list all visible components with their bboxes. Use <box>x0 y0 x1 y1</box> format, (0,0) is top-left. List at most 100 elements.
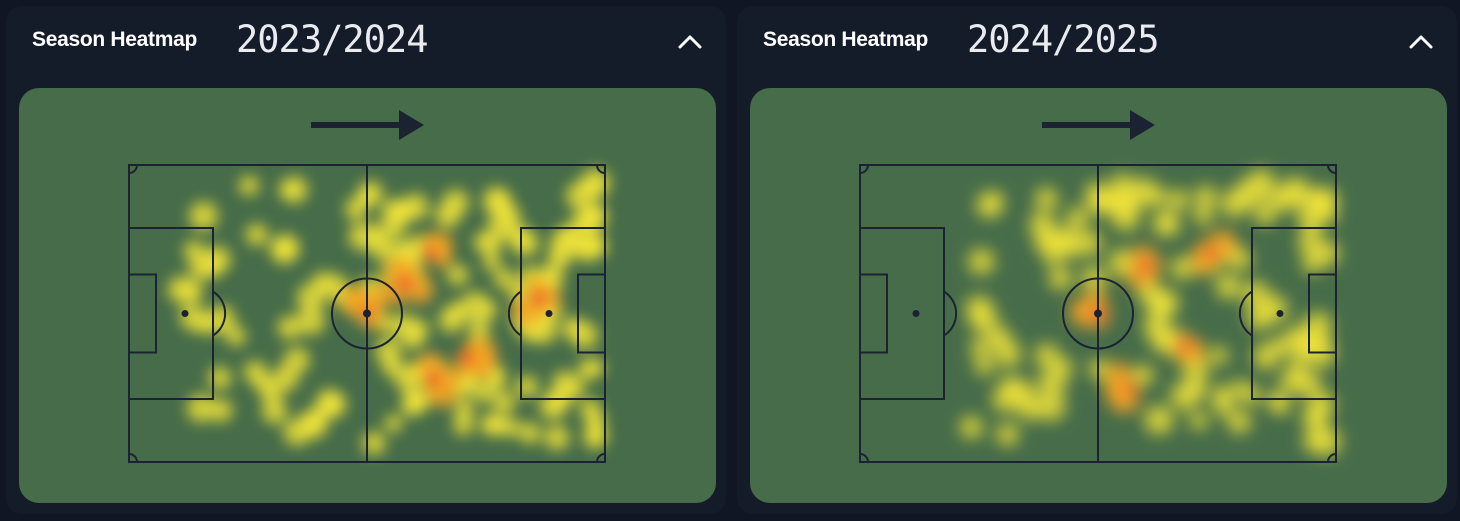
heatmap-card-2024-2025: Season Heatmap 2024/2025 <box>737 6 1457 514</box>
heat-blob <box>180 280 204 304</box>
corner-arc <box>596 164 606 174</box>
pitch-lines <box>859 164 1337 463</box>
heat-blob <box>403 389 426 412</box>
chevron-up-icon <box>678 35 702 49</box>
center-spot <box>1094 309 1102 318</box>
heat-blob <box>968 248 995 275</box>
corner-arc <box>859 164 869 174</box>
heat-peak <box>1138 258 1153 273</box>
heat-blob <box>388 199 413 224</box>
heat-blob <box>552 370 577 395</box>
heat-blob <box>969 305 998 334</box>
heat-blob <box>547 247 571 271</box>
heat-blob <box>188 201 219 231</box>
heat-blob <box>518 422 541 444</box>
center-circle <box>1062 277 1134 350</box>
heat-blob <box>565 216 595 245</box>
center-spot <box>363 309 371 318</box>
heat-blob <box>544 424 570 451</box>
heat-blob <box>974 355 995 376</box>
heat-blob <box>1055 232 1082 259</box>
heat-blob <box>579 398 601 420</box>
heat-blob <box>226 326 247 347</box>
heat-blob <box>1036 391 1066 421</box>
heat-blob <box>1193 205 1214 226</box>
corner-arc <box>1327 453 1337 463</box>
heat-blob <box>1144 405 1174 435</box>
heat-blob <box>1246 303 1274 331</box>
pitch-panel <box>19 88 716 503</box>
heat-blob <box>468 318 491 342</box>
heat-blob <box>361 431 386 456</box>
penalty-arc-left <box>943 290 958 337</box>
penalty-arc-left <box>212 290 227 337</box>
heat-blob <box>561 316 585 340</box>
corner-arc <box>859 453 869 463</box>
penalty-spot-right <box>545 310 553 317</box>
heat-blob <box>580 178 603 200</box>
heat-blob <box>1043 247 1063 266</box>
heat-blob <box>1304 329 1331 356</box>
goal-area-right <box>1308 273 1337 354</box>
heat-blob <box>1143 312 1172 340</box>
arrow-right-icon <box>1042 110 1155 140</box>
heat-blob <box>183 240 205 262</box>
heat-blob <box>1076 230 1103 256</box>
heat-blob <box>1242 280 1270 309</box>
heat-peak <box>426 371 441 386</box>
heat-blob <box>315 389 344 418</box>
heat-blob <box>1166 189 1189 212</box>
corner-arc <box>128 164 138 174</box>
heat-blob <box>277 315 302 340</box>
heat-blob <box>432 247 453 268</box>
heatmap-title: Season Heatmap <box>763 28 929 51</box>
heat-blob <box>208 366 232 390</box>
heat-blob <box>473 383 494 404</box>
heat-peak <box>1176 336 1191 351</box>
heat-blob <box>438 307 465 333</box>
heat-blob <box>1314 187 1339 212</box>
penalty-spot-left <box>912 310 920 317</box>
heat-blob <box>1192 254 1213 276</box>
heat-blob <box>1279 369 1304 393</box>
season-label: 2024/2025 <box>967 18 1159 61</box>
collapse-button[interactable] <box>1399 20 1443 64</box>
goal-area-left <box>128 273 157 354</box>
chevron-up-icon <box>1409 35 1433 49</box>
heat-blob <box>1231 379 1250 399</box>
heat-blob <box>1254 203 1276 226</box>
heat-blob <box>434 202 461 229</box>
heat-blob <box>1158 214 1180 236</box>
center-circle <box>331 277 403 350</box>
heat-blob <box>1029 211 1056 239</box>
heat-blob <box>467 349 497 379</box>
heat-blob <box>283 418 311 447</box>
heat-blob <box>243 360 267 384</box>
heat-blob <box>273 235 300 262</box>
heat-blob <box>1109 173 1136 201</box>
arrow-right-icon <box>311 110 424 140</box>
heatmap-pitch <box>128 110 611 463</box>
heat-blob <box>1266 391 1287 411</box>
heat-layer <box>167 168 611 456</box>
heat-blob <box>477 300 498 320</box>
heat-blob <box>454 399 475 420</box>
heat-peak <box>1205 247 1220 262</box>
heat-blob <box>1193 185 1217 209</box>
heat-blob <box>382 356 404 378</box>
heat-peak <box>1124 380 1139 395</box>
collapse-button[interactable] <box>668 20 712 64</box>
heat-blob <box>1129 177 1158 207</box>
heat-blob <box>487 211 517 241</box>
heat-blob <box>296 306 326 336</box>
season-label: 2023/2024 <box>236 18 428 61</box>
heat-peak <box>459 351 474 366</box>
heat-blob <box>209 398 233 423</box>
heat-blob <box>1069 297 1099 327</box>
heat-blob <box>1209 346 1229 366</box>
goal-area-left <box>859 273 888 354</box>
heat-blob <box>976 192 1003 219</box>
penalty-area-left <box>859 227 945 400</box>
heat-peak <box>398 276 413 291</box>
corner-arc <box>596 453 606 463</box>
